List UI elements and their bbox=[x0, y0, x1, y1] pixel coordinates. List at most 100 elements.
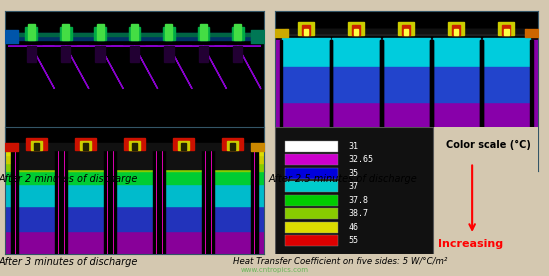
Polygon shape bbox=[505, 29, 508, 35]
Polygon shape bbox=[198, 27, 209, 40]
Polygon shape bbox=[433, 67, 480, 102]
Polygon shape bbox=[399, 22, 414, 35]
Polygon shape bbox=[203, 150, 209, 254]
Bar bbox=[274, 127, 433, 254]
Text: 37: 37 bbox=[348, 182, 358, 191]
Polygon shape bbox=[75, 138, 96, 150]
Polygon shape bbox=[25, 27, 37, 40]
Polygon shape bbox=[227, 141, 238, 150]
Text: 46: 46 bbox=[348, 223, 358, 232]
Polygon shape bbox=[12, 150, 18, 254]
Polygon shape bbox=[130, 46, 139, 62]
Polygon shape bbox=[402, 25, 410, 35]
Polygon shape bbox=[530, 40, 533, 171]
Polygon shape bbox=[430, 40, 433, 171]
Polygon shape bbox=[333, 67, 380, 102]
Polygon shape bbox=[18, 150, 55, 169]
Polygon shape bbox=[27, 46, 36, 62]
Polygon shape bbox=[282, 67, 330, 102]
Polygon shape bbox=[480, 40, 483, 171]
Polygon shape bbox=[104, 150, 110, 254]
Bar bbox=[285, 141, 338, 152]
Text: After 3 minutes of discharge: After 3 minutes of discharge bbox=[0, 257, 138, 267]
Text: 55: 55 bbox=[348, 236, 358, 245]
Bar bbox=[285, 208, 338, 219]
Polygon shape bbox=[55, 150, 61, 254]
Text: www.cntropics.com: www.cntropics.com bbox=[240, 267, 309, 273]
Polygon shape bbox=[483, 38, 530, 67]
Polygon shape bbox=[159, 150, 165, 254]
Polygon shape bbox=[380, 40, 383, 171]
Polygon shape bbox=[62, 24, 69, 40]
Polygon shape bbox=[42, 46, 89, 89]
Polygon shape bbox=[404, 29, 408, 35]
Text: Color scale (°C): Color scale (°C) bbox=[446, 140, 531, 150]
Polygon shape bbox=[452, 25, 460, 35]
Polygon shape bbox=[214, 150, 251, 169]
Polygon shape bbox=[433, 38, 480, 67]
Polygon shape bbox=[380, 40, 383, 171]
Polygon shape bbox=[116, 150, 153, 169]
Polygon shape bbox=[163, 27, 175, 40]
Polygon shape bbox=[498, 22, 514, 35]
Polygon shape bbox=[502, 25, 511, 35]
Polygon shape bbox=[230, 144, 235, 150]
Polygon shape bbox=[333, 38, 380, 67]
Polygon shape bbox=[94, 27, 106, 40]
Bar bbox=[285, 168, 338, 179]
Polygon shape bbox=[251, 150, 257, 254]
Bar bbox=[285, 222, 338, 233]
Polygon shape bbox=[234, 24, 241, 40]
Polygon shape bbox=[383, 67, 430, 102]
Text: 32.65: 32.65 bbox=[348, 155, 373, 164]
Text: 35: 35 bbox=[348, 169, 358, 178]
Polygon shape bbox=[208, 150, 214, 254]
Polygon shape bbox=[124, 138, 145, 150]
Polygon shape bbox=[96, 46, 105, 62]
Polygon shape bbox=[26, 138, 47, 150]
Polygon shape bbox=[280, 40, 282, 171]
Polygon shape bbox=[28, 24, 35, 40]
Text: After 2 minutes of discharge: After 2 minutes of discharge bbox=[0, 174, 138, 184]
Polygon shape bbox=[282, 38, 330, 67]
Bar bbox=[285, 195, 338, 206]
Polygon shape bbox=[165, 150, 203, 169]
Text: Increasing: Increasing bbox=[438, 239, 503, 249]
Polygon shape bbox=[178, 141, 189, 150]
Polygon shape bbox=[454, 29, 458, 35]
Polygon shape bbox=[200, 24, 207, 40]
Text: 31: 31 bbox=[348, 142, 358, 151]
Polygon shape bbox=[80, 141, 91, 150]
Polygon shape bbox=[199, 46, 208, 62]
Polygon shape bbox=[181, 144, 186, 150]
Polygon shape bbox=[215, 46, 261, 89]
Polygon shape bbox=[129, 141, 140, 150]
Polygon shape bbox=[449, 22, 464, 35]
Polygon shape bbox=[348, 22, 364, 35]
Polygon shape bbox=[31, 141, 42, 150]
Polygon shape bbox=[483, 67, 530, 102]
Polygon shape bbox=[232, 27, 244, 40]
Bar bbox=[285, 155, 338, 165]
Polygon shape bbox=[34, 144, 39, 150]
Polygon shape bbox=[153, 150, 160, 254]
Text: 37.8: 37.8 bbox=[348, 196, 368, 205]
Polygon shape bbox=[77, 46, 124, 89]
Polygon shape bbox=[480, 40, 483, 171]
Polygon shape bbox=[61, 46, 70, 62]
Polygon shape bbox=[298, 22, 314, 35]
Polygon shape bbox=[109, 150, 116, 254]
Polygon shape bbox=[145, 46, 192, 89]
Bar bbox=[285, 182, 338, 192]
Polygon shape bbox=[354, 29, 358, 35]
Polygon shape bbox=[66, 150, 104, 169]
Bar bbox=[285, 235, 338, 246]
Polygon shape bbox=[330, 40, 333, 171]
Polygon shape bbox=[180, 46, 227, 89]
Polygon shape bbox=[302, 25, 310, 35]
Text: After 2.5 minutes of discharge: After 2.5 minutes of discharge bbox=[269, 174, 417, 184]
Polygon shape bbox=[97, 24, 104, 40]
Text: 38.7: 38.7 bbox=[348, 209, 368, 218]
Polygon shape bbox=[173, 138, 194, 150]
Polygon shape bbox=[8, 46, 54, 89]
